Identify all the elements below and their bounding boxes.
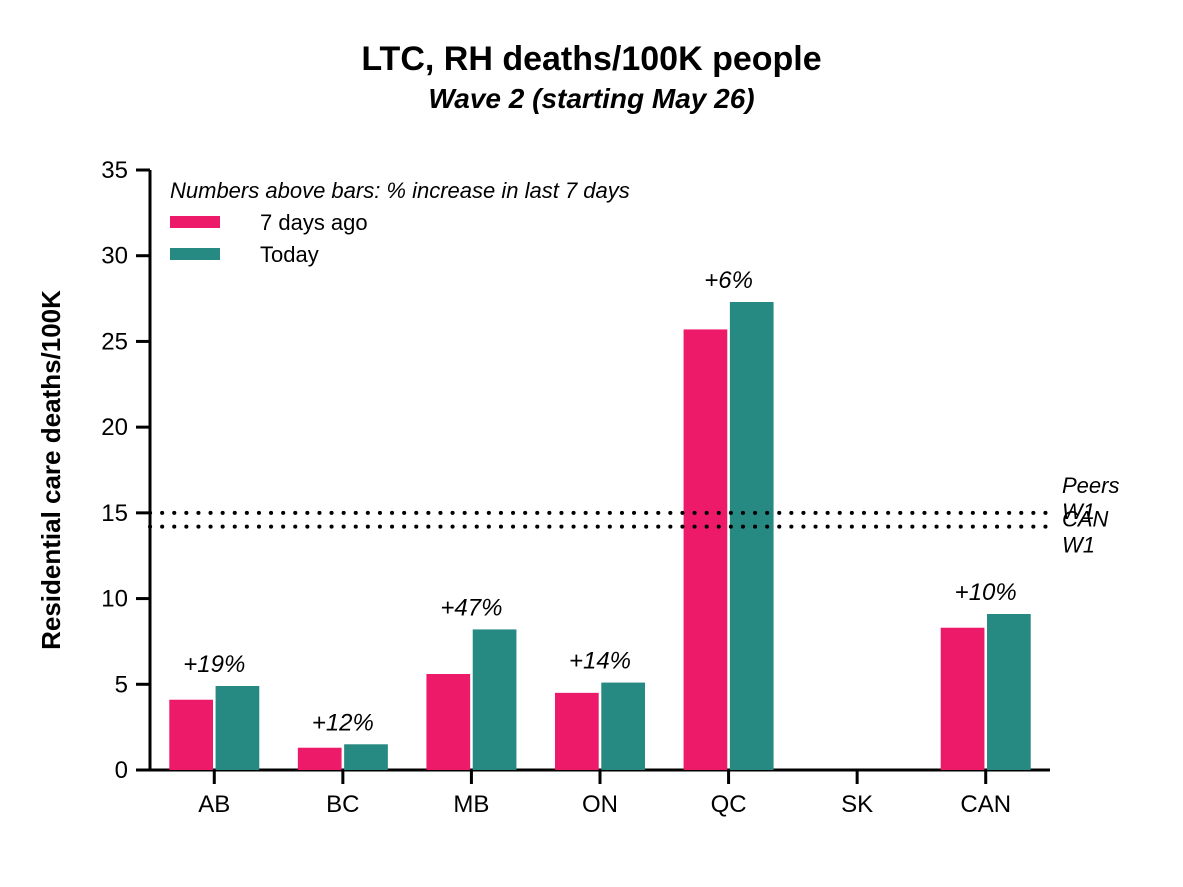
- bar-annotation: +47%: [440, 594, 502, 621]
- chart-title: LTC, RH deaths/100K people: [361, 40, 821, 78]
- y-tick-label: 35: [101, 157, 128, 184]
- bar-today: [216, 686, 260, 770]
- bar-seven-days-ago: [555, 693, 599, 770]
- reference-label-bottom: W1: [1062, 533, 1095, 558]
- y-tick-label: 25: [101, 328, 128, 355]
- x-tick-label: CAN: [960, 791, 1011, 818]
- bar-annotation: +12%: [312, 709, 374, 736]
- y-tick-label: 0: [115, 757, 128, 784]
- bar-annotation: +19%: [183, 651, 245, 678]
- y-tick-label: 20: [101, 414, 128, 441]
- bar-today: [987, 614, 1031, 770]
- bar-seven-days-ago: [169, 700, 213, 770]
- reference-label-top: CAN: [1062, 507, 1109, 532]
- legend-item-label: 7 days ago: [260, 210, 368, 235]
- x-tick-label: QC: [711, 791, 747, 818]
- bar-seven-days-ago: [426, 674, 470, 770]
- x-tick-label: ON: [582, 791, 618, 818]
- bar-seven-days-ago: [941, 628, 985, 770]
- chart-svg: LTC, RH deaths/100K people Wave 2 (starti…: [0, 0, 1183, 887]
- legend-swatch: [170, 248, 220, 260]
- x-tick-label: SK: [841, 791, 873, 818]
- bar-today: [473, 629, 517, 770]
- y-tick-label: 30: [101, 243, 128, 270]
- bar-seven-days-ago: [684, 329, 728, 770]
- legend-note: Numbers above bars: % increase in last 7…: [170, 178, 630, 203]
- y-tick-label: 10: [101, 586, 128, 613]
- chart-subtitle: Wave 2 (starting May 26): [428, 83, 754, 114]
- legend-swatch: [170, 216, 220, 228]
- bar-annotation: +6%: [704, 267, 753, 294]
- chart-container: LTC, RH deaths/100K people Wave 2 (starti…: [0, 0, 1183, 887]
- bar-today: [730, 302, 774, 770]
- bar-seven-days-ago: [298, 748, 342, 770]
- x-tick-label: BC: [326, 791, 359, 818]
- y-tick-label: 15: [101, 500, 128, 527]
- y-axis-label: Residential care deaths/100K: [36, 290, 66, 650]
- reference-label-top: Peers: [1062, 473, 1119, 498]
- legend-item-label: Today: [260, 242, 319, 267]
- y-tick-label: 5: [115, 671, 128, 698]
- x-tick-label: MB: [453, 791, 489, 818]
- bar-today: [344, 744, 388, 770]
- bar-annotation: +10%: [955, 579, 1017, 606]
- bar-today: [601, 683, 645, 770]
- bar-annotation: +14%: [569, 648, 631, 675]
- x-tick-label: AB: [198, 791, 230, 818]
